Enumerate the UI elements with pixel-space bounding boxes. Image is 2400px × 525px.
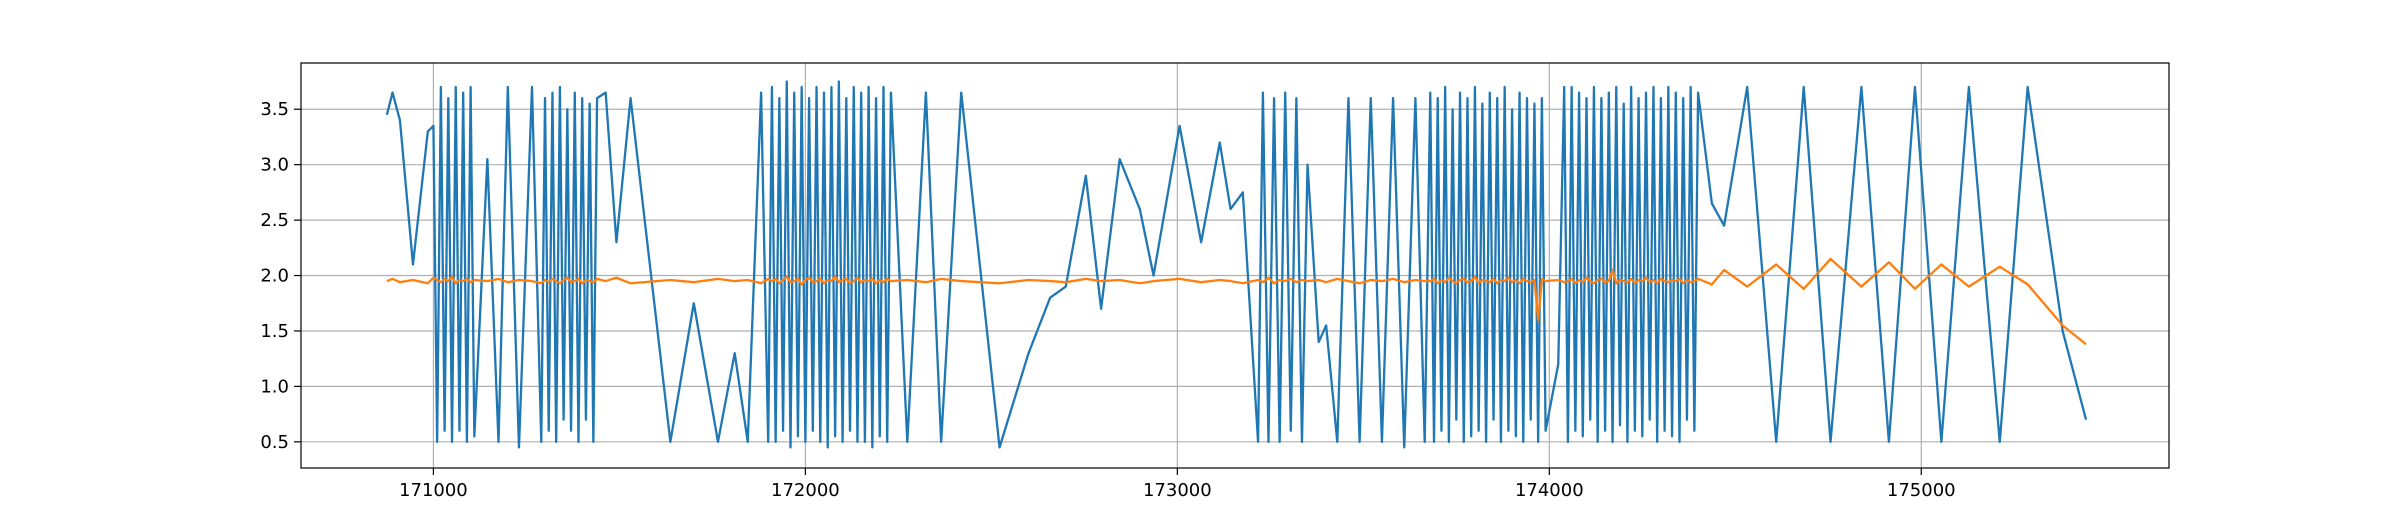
x-tick-label: 173000 xyxy=(1143,480,1212,501)
y-tick-label: 1.0 xyxy=(260,376,289,397)
y-tick-label: 2.0 xyxy=(260,266,289,287)
y-tick-label: 0.5 xyxy=(260,432,289,453)
plot-frame xyxy=(300,62,2170,469)
x-tick-label: 171000 xyxy=(399,480,468,501)
x-tick-label: 174000 xyxy=(1515,480,1584,501)
y-tick-label: 3.5 xyxy=(260,99,289,120)
x-tick-label: 175000 xyxy=(1887,480,1956,501)
series-line xyxy=(385,80,2088,449)
x-tick-label: 172000 xyxy=(771,480,840,501)
y-tick-label: 1.5 xyxy=(260,321,289,342)
y-tick-label: 2.5 xyxy=(260,210,289,231)
y-tick-label: 3.0 xyxy=(260,155,289,176)
series-line xyxy=(386,257,2087,346)
